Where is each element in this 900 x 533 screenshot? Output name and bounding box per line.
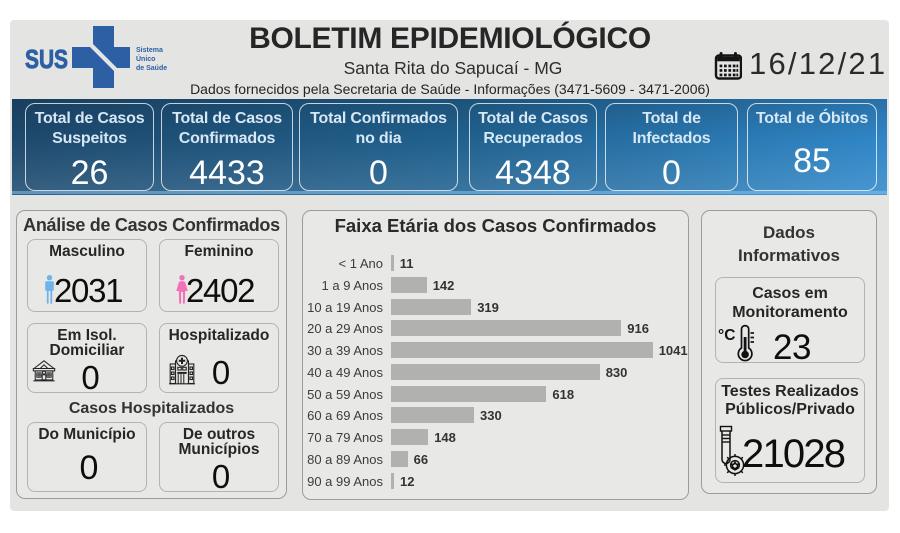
svg-text:Único: Único: [136, 54, 155, 63]
svg-text:de Saúde: de Saúde: [136, 65, 167, 72]
svg-text:SUS: SUS: [25, 44, 68, 74]
svg-text:°C: °C: [718, 327, 735, 344]
svg-text:Sistema: Sistema: [136, 47, 163, 54]
